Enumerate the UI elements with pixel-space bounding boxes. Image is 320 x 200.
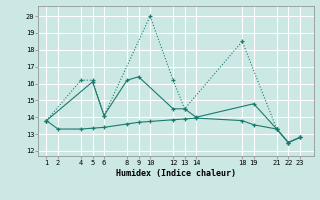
X-axis label: Humidex (Indice chaleur): Humidex (Indice chaleur) (116, 169, 236, 178)
